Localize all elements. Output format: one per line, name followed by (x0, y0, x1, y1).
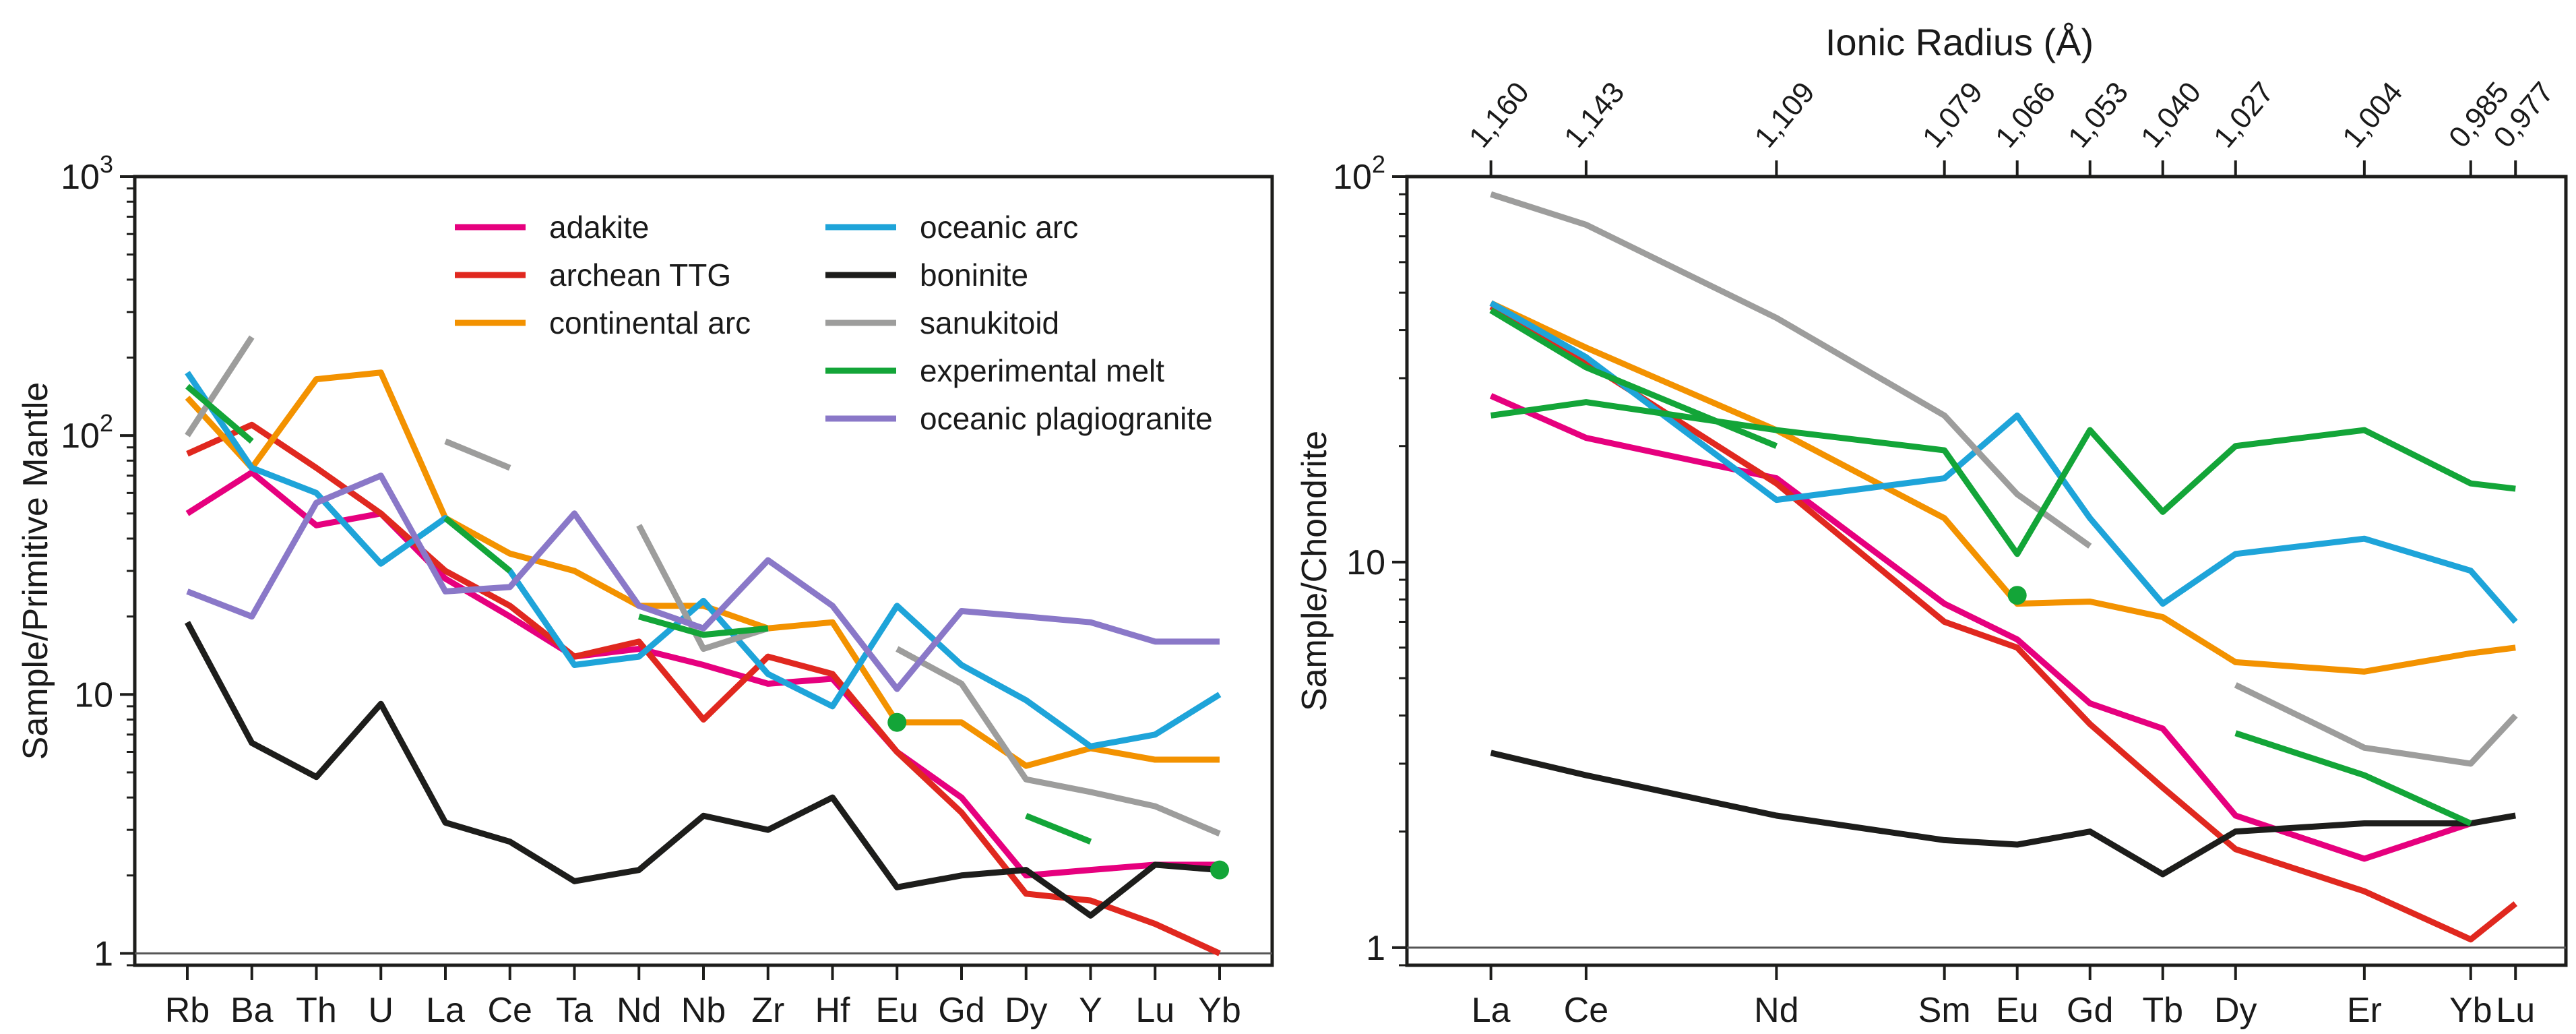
right-xtick-label-dy: Dy (2214, 991, 2257, 1030)
radius-tick-label: 1,079 (1916, 76, 1989, 154)
legend-label-sanukitoid: sanukitoid (920, 305, 1059, 340)
left-xtick-label-ba: Ba (230, 991, 274, 1030)
left-ytick-label: 10 (74, 675, 113, 714)
left-series-sanukitoid (896, 646, 1221, 837)
legend-label-adakite: adakite (549, 210, 649, 245)
right-series-experimental-melt-hree (2234, 730, 2472, 826)
right-xtick-label-nd: Nd (1754, 991, 1798, 1030)
right-xtick-label-er: Er (2347, 991, 2382, 1030)
ionic-radius-title: Ionic Radius (Å) (1825, 21, 2094, 63)
legend-label-oceanic-arc: oceanic arc (920, 210, 1078, 245)
left-y-axis-label: Sample/Primitive Mantle (16, 382, 55, 760)
left-xtick-label-nd: Nd (617, 991, 661, 1030)
radius-tick-label: 1,053 (2062, 76, 2135, 154)
left-xtick-label-eu: Eu (875, 991, 918, 1030)
left-series (185, 335, 1229, 956)
right-xtick-label-sm: Sm (1918, 991, 1971, 1030)
left-marker-yb (1210, 860, 1229, 880)
left-xtick-label-dy: Dy (1005, 991, 1048, 1030)
left-series-experimental-melt (443, 516, 512, 574)
left-series-sanukitoid (185, 335, 255, 437)
right-axes: 1 10 102 Sample/Chondrite (1295, 150, 2568, 968)
radius-tick-label: 1,066 (1989, 76, 2062, 154)
legend-label-continental-arc: continental arc (549, 305, 751, 340)
left-xtick-label-la: La (426, 991, 465, 1030)
left-xtick-label-lu: Lu (1135, 991, 1174, 1030)
legend-label-archean-ttg: archean TTG (549, 257, 731, 293)
left-ytick-label: 102 (61, 409, 113, 456)
right-x-axis: La Ce Nd Sm Eu Gd Tb Dy Er Yb Lu (1472, 965, 2535, 1030)
left-xtick-label-y: Y (1079, 991, 1102, 1030)
right-xtick-label-la: La (1472, 991, 1511, 1030)
right-y-axis-label: Sample/Chondrite (1295, 431, 1334, 711)
left-marker-eu (887, 712, 907, 732)
left-series-sanukitoid (444, 438, 511, 471)
left-xtick-label-nb: Nb (681, 991, 726, 1030)
left-series-sanukitoid (636, 524, 769, 652)
radius-tick-label: 1,160 (1463, 76, 1536, 154)
left-series-adakite (185, 469, 1220, 879)
left-x-axis: Rb Ba Th U La Ce Ta Nd Nb Zr Hf Eu Gd Dy Y Lu Yb (165, 965, 1241, 1030)
left-xtick-label-gd: Gd (938, 991, 984, 1030)
right-ytick-label: 1 (1366, 929, 1385, 968)
right-ytick-label: 10 (1346, 543, 1385, 582)
left-xtick-label-zr: Zr (751, 991, 784, 1030)
left-xtick-label-hf: Hf (815, 991, 851, 1030)
left-xtick-label-th: Th (296, 991, 337, 1030)
left-xtick-label-ta: Ta (556, 991, 593, 1030)
left-ytick-label: 1 (94, 934, 113, 973)
left-series-boninite (185, 621, 1220, 919)
left-xtick-label-u: U (368, 991, 394, 1030)
legend: adakite archean TTG continental arc oceanic… (455, 210, 1213, 436)
legend-label-experimental-melt: experimental melt (920, 353, 1164, 388)
left-ytick-label: 103 (61, 150, 113, 197)
radius-tick-label: 1,040 (2135, 76, 2207, 154)
radius-tick-label: 1,109 (1749, 76, 1821, 154)
radius-tick-label: 1,004 (2336, 76, 2409, 154)
right-xtick-label-yb: Yb (2449, 991, 2492, 1030)
left-series-experimental-melt (638, 613, 769, 638)
left-xtick-label-ce: Ce (488, 991, 532, 1030)
legend-label-oceanic-plagiogranite: oceanic plagiogranite (920, 401, 1213, 436)
left-series-archean-ttg (186, 421, 1221, 956)
left-series-experimental-melt (185, 384, 254, 444)
right-series-oceanic-arc (1489, 300, 2518, 624)
left-xtick-label-rb: Rb (165, 991, 210, 1030)
right-xtick-label-lu: Lu (2496, 991, 2535, 1030)
left-series-oceanic-plagiogranite (186, 473, 1220, 692)
right-series (1489, 191, 2518, 943)
right-xtick-label-eu: Eu (1996, 991, 2039, 1030)
right-xtick-label-ce: Ce (1564, 991, 1608, 1030)
right-series-continental-arc (1489, 300, 2516, 675)
right-marker-eu (2007, 586, 2027, 605)
left-series-experimental-melt (1025, 813, 1092, 845)
left-series-oceanic-arc (185, 371, 1222, 750)
left-series-continental-arc (185, 369, 1220, 769)
right-plot-frame (1405, 175, 2568, 967)
ionic-radius-axis: 1,160 1,143 1,109 1,079 1,066 1,053 1,040 1,027… (1463, 21, 2561, 177)
radius-tick-label: 1,143 (1558, 76, 1631, 154)
right-series-archean-ttg (1489, 303, 2518, 943)
right-series-boninite (1490, 750, 2516, 878)
right-xtick-label-gd: Gd (2067, 991, 2113, 1030)
radius-tick-label: 1,027 (2207, 76, 2280, 154)
right-ytick-label: 102 (1333, 150, 1385, 197)
right-series-adakite (1489, 393, 2472, 862)
left-xtick-label-yb: Yb (1198, 991, 1241, 1030)
legend-label-boninite: boninite (920, 257, 1028, 293)
right-xtick-label-tb: Tb (2142, 991, 2183, 1030)
right-series-sanukitoid (1490, 191, 2092, 549)
left-plot-frame (133, 175, 1274, 967)
right-series-experimental-melt-lree (1489, 307, 1778, 449)
right-series-sanukitoid (2234, 682, 2518, 767)
